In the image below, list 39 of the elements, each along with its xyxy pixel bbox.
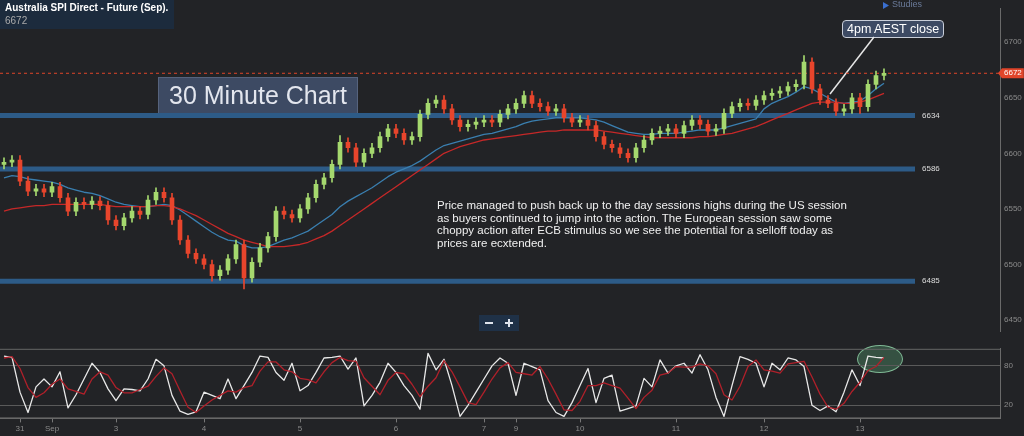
y-tick-label: 20 xyxy=(1004,400,1014,410)
y-tick-label: 6450 xyxy=(1004,315,1023,325)
x-tick-label: 10 xyxy=(575,424,585,434)
x-tick-label: 11 xyxy=(671,424,681,434)
ref-line-label: 6485 xyxy=(922,276,941,286)
ref-line-label: 6586 xyxy=(922,164,941,174)
x-tick-label: 12 xyxy=(759,424,769,434)
x-tick-label: 6 xyxy=(393,424,399,434)
candlestick xyxy=(81,197,87,210)
candlestick xyxy=(657,126,663,139)
y-tick-label: 6550 xyxy=(1004,204,1023,214)
ref-line-label: 6672 xyxy=(1004,68,1023,78)
x-tick-label: 4 xyxy=(201,424,207,434)
y-tick-label: 6700 xyxy=(1004,37,1023,47)
candlestick xyxy=(1,157,7,170)
header-panel: Australia SPI Direct - Future (Sep). 6672 xyxy=(0,0,175,29)
candlestick xyxy=(473,117,479,130)
x-tick-label: 13 xyxy=(855,424,865,434)
candlestick xyxy=(777,86,783,99)
annotation: 30 Minute Chart xyxy=(158,77,358,114)
x-tick-label: 7 xyxy=(481,424,487,434)
chart-title: Australia SPI Direct - Future (Sep). xyxy=(5,2,169,13)
x-tick-label: 31 xyxy=(15,424,25,434)
y-tick-label: 6600 xyxy=(1004,148,1023,158)
candlestick xyxy=(9,155,15,167)
candlestick xyxy=(577,115,583,127)
y-tick-label: 6500 xyxy=(1004,259,1023,269)
x-tick-label: 3 xyxy=(113,424,119,434)
ref-line-label: 6634 xyxy=(922,110,941,120)
annotation: Price managed to push back up to the day sessions highs during the US session as buyers continued to jump into the action. The European session saw some choppy action after ECB stimulus so we see the potential for a selloff today as prices are ecxtended. xyxy=(437,199,848,249)
y-tick-label: 80 xyxy=(1004,361,1014,371)
x-tick-label: 9 xyxy=(513,424,519,434)
candlestick xyxy=(481,115,487,127)
candlestick xyxy=(489,115,495,127)
annotation: 4pm AEST close xyxy=(842,20,945,38)
x-tick-label: 5 xyxy=(297,424,303,434)
y-tick-label: 6650 xyxy=(1004,92,1023,102)
annotation: Studies xyxy=(892,0,923,9)
x-tick-label: Sep xyxy=(44,424,60,434)
